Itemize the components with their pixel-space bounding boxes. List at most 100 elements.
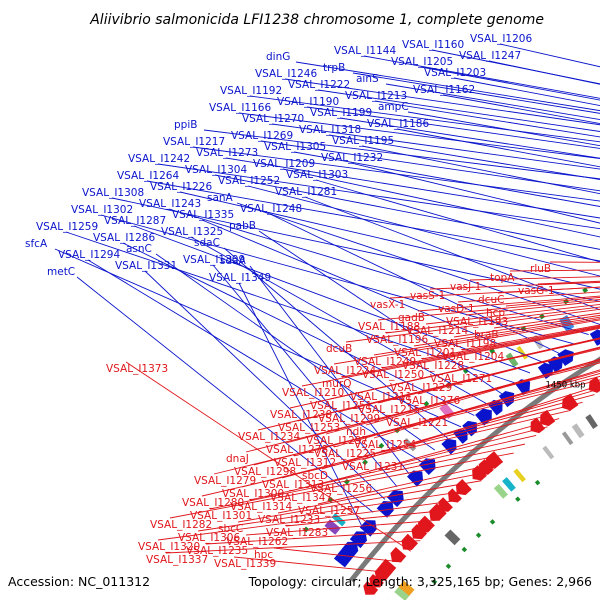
gene-label: VSAL_I1256 bbox=[310, 483, 372, 495]
feature-block bbox=[585, 414, 598, 429]
gene-label: VSAL_I1250 bbox=[362, 369, 424, 381]
accession-label: Accession: NC_011312 bbox=[8, 574, 150, 589]
gene-label: VSAL_I1254 bbox=[354, 439, 416, 451]
leader-line bbox=[203, 129, 600, 180]
reverse-gene-arrow bbox=[381, 558, 397, 573]
gene-label: VSAL_I1314 bbox=[230, 501, 292, 513]
gene-label: VSAL_I1222 bbox=[288, 79, 350, 91]
reverse-gene-arrow bbox=[401, 533, 419, 550]
leader-line bbox=[201, 219, 545, 364]
leader-line bbox=[361, 145, 600, 195]
gene-label: VSAL_I1282 bbox=[150, 519, 212, 531]
leader-line bbox=[461, 324, 600, 351]
gene-label: VSAL_I1349 bbox=[209, 272, 271, 284]
leader-line bbox=[277, 470, 493, 514]
gene-label: VSAL_I1299 bbox=[318, 413, 380, 425]
leader-line bbox=[233, 556, 393, 574]
gene-label: dinG bbox=[266, 51, 290, 63]
gene-label: VSAL_I1221 bbox=[386, 417, 448, 429]
leader-line bbox=[238, 282, 362, 526]
leader-line bbox=[363, 55, 600, 99]
gene-label: VSAL_I1205 bbox=[391, 56, 453, 68]
forward-gene-arrow bbox=[359, 520, 377, 537]
gene-label: VSAL_I1204 bbox=[442, 351, 504, 363]
leader-line bbox=[396, 128, 600, 168]
leader-line bbox=[417, 346, 600, 395]
green-marker bbox=[582, 287, 589, 294]
gene-label: vasJ-1 bbox=[450, 281, 481, 293]
forward-gene-arrow bbox=[349, 531, 367, 549]
tick-labels: 1250 kbp1300 kbp1350 kbp1400 kbp1450 kbp… bbox=[546, 380, 586, 390]
leader-line bbox=[350, 162, 600, 224]
feature-block bbox=[516, 345, 528, 360]
gene-label: VSAL_I1234 bbox=[238, 431, 300, 443]
gene-label: VSAL_I1312 bbox=[274, 457, 336, 469]
gene-label: VSAL_I1306 bbox=[178, 532, 240, 544]
gene-label: VSAL_I1211 bbox=[350, 391, 412, 403]
gene-label: VSAL_I1276 bbox=[398, 395, 460, 407]
gene-label: VSAL_I1298 bbox=[234, 466, 296, 478]
gene-label: VSAL_I1190 bbox=[277, 96, 339, 108]
gene-label: VSAL_I1162 bbox=[413, 84, 475, 96]
gene-label: VSAL_I1302 bbox=[71, 204, 133, 216]
leader-line bbox=[374, 100, 600, 138]
gene-label: VSAL_I1206 bbox=[470, 33, 532, 45]
leader-line bbox=[205, 529, 431, 545]
gene-label: VSAL_I1249 bbox=[354, 356, 416, 368]
green-marker bbox=[423, 400, 430, 407]
leader-line bbox=[289, 338, 600, 409]
leader-line bbox=[258, 230, 503, 395]
leader-line bbox=[493, 312, 600, 329]
leader-line bbox=[315, 179, 600, 263]
leader-line bbox=[201, 409, 571, 497]
gene-label: hpc bbox=[254, 549, 273, 561]
gene-label: VSAL_I1144 bbox=[334, 45, 396, 57]
gene-label: VSAL_I1281 bbox=[275, 186, 337, 198]
leader-line bbox=[165, 540, 421, 554]
gene-label: vasG-1 bbox=[518, 285, 555, 297]
leader-line bbox=[417, 295, 600, 312]
reverse-gene-arrow bbox=[485, 451, 504, 469]
gene-label: VSAL_I1320 bbox=[138, 541, 200, 553]
forward-gene-arrow bbox=[341, 541, 359, 559]
leader-line bbox=[421, 325, 600, 360]
gene-label: VSAL_I1280 bbox=[182, 497, 244, 509]
leader-line bbox=[295, 61, 600, 112]
leader-line bbox=[373, 318, 600, 356]
feature-block bbox=[444, 529, 461, 546]
gene-label: VSAL_I1248 bbox=[240, 203, 302, 215]
feature-block bbox=[559, 314, 575, 332]
gene-label: metC bbox=[47, 266, 75, 278]
gene-label: VSAL_I1166 bbox=[209, 102, 271, 114]
feature-block bbox=[493, 483, 508, 499]
gene-label: braB bbox=[474, 329, 499, 341]
gene-label: asnC bbox=[126, 243, 152, 255]
gene-label: ndh bbox=[346, 426, 366, 438]
gene-label: VSAL_I1217 bbox=[163, 136, 225, 148]
gene-label: VSAL_I1303 bbox=[286, 169, 348, 181]
gene-label: sbcC bbox=[218, 523, 243, 535]
gene-label: VSAL_I1186 bbox=[367, 118, 429, 130]
gene-label: vasD-1 bbox=[438, 303, 475, 315]
green-marker bbox=[461, 546, 468, 553]
leader-line bbox=[385, 306, 600, 334]
leader-line bbox=[209, 443, 525, 510]
gene-label: VSAL_I1286 bbox=[93, 232, 155, 244]
green-marker bbox=[462, 368, 469, 374]
gene-label: gadB bbox=[398, 312, 425, 324]
leader-line bbox=[245, 519, 441, 536]
leader-line bbox=[442, 94, 600, 125]
leader-line bbox=[133, 225, 531, 374]
reverse-gene-arrow bbox=[530, 417, 546, 434]
gene-label: VSAL_I1313 bbox=[262, 479, 324, 491]
forward-gene-arrow bbox=[589, 329, 600, 346]
gene-label: VSAL_I1259 bbox=[36, 221, 98, 233]
leader-line bbox=[169, 452, 514, 519]
forward-gene-arrow bbox=[376, 501, 394, 518]
gene-label: VSAL_I1262 bbox=[226, 536, 288, 548]
forward-gene-arrow bbox=[537, 362, 554, 379]
green-marker bbox=[362, 459, 368, 466]
gene-label: VSAL_I1308 bbox=[82, 187, 144, 199]
gene-label: VSAL_I1305 bbox=[264, 141, 326, 153]
leader-line bbox=[453, 77, 600, 107]
